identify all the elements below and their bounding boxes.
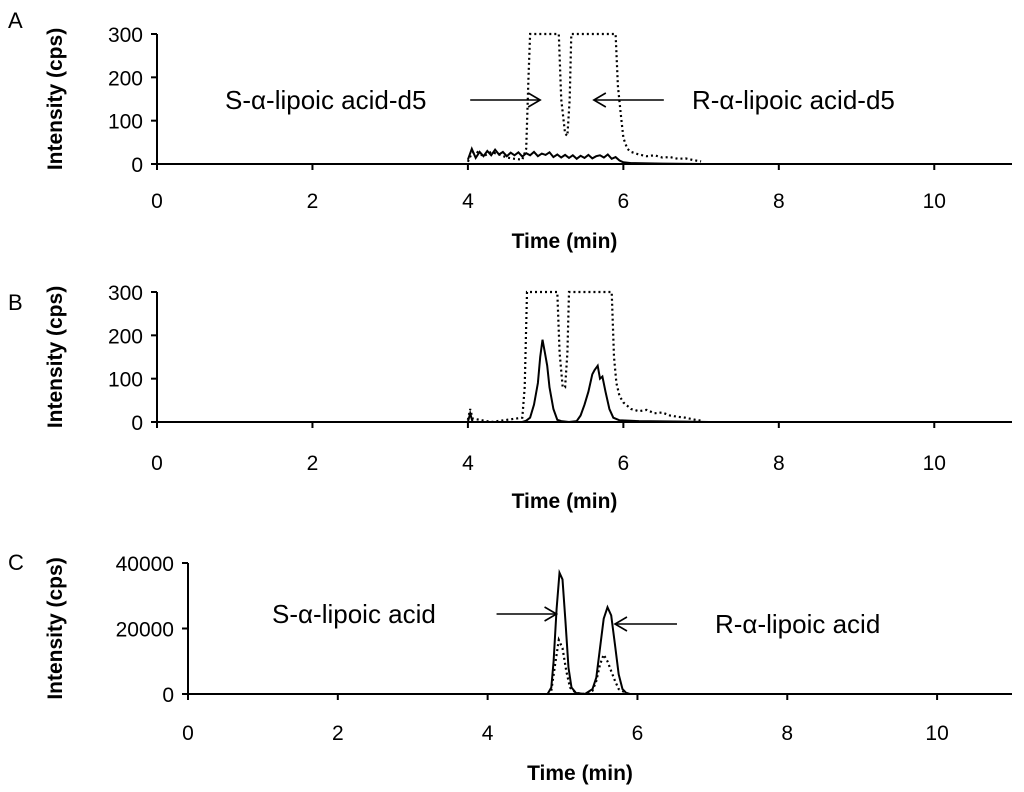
y-tick-label: 200	[108, 325, 143, 348]
arrow-head	[527, 92, 542, 108]
panel-label: B	[8, 290, 23, 315]
y-tick-label: 200	[108, 67, 143, 90]
y-tick-label: 300	[108, 282, 143, 305]
dotted-trace	[466, 32, 702, 163]
y-tick-label: 40000	[116, 553, 174, 576]
x-tick-label: 10	[923, 452, 946, 475]
y-tick-label: 0	[131, 154, 143, 177]
x-tick-label: 2	[307, 452, 319, 475]
y-axis-title: Intensity (cps)	[44, 557, 67, 699]
dotted-trace	[546, 636, 631, 696]
panel-label: A	[8, 8, 23, 33]
x-tick-label: 10	[923, 190, 946, 213]
annotation-label: S-α-lipoic acid	[272, 599, 436, 629]
x-axis-title: Time (min)	[512, 490, 618, 513]
solid-trace	[157, 339, 1012, 424]
x-tick-label: 10	[925, 722, 948, 745]
panel-b: B 0 100 200 300 0 2 4 6 8 10 Time (min) Intensity (c…	[8, 282, 1012, 513]
x-tick-label: 8	[781, 722, 793, 745]
annotation-label: R-α-lipoic acid-d5	[692, 85, 895, 115]
x-tick-label: 8	[773, 190, 785, 213]
panel-label: C	[8, 550, 24, 575]
y-tick-label: 300	[108, 24, 143, 47]
x-tick-label: 4	[462, 452, 474, 475]
annotation-label: S-α-lipoic acid-d5	[225, 85, 426, 115]
y-axis-title: Intensity (cps)	[44, 286, 67, 428]
x-axis-title: Time (min)	[527, 762, 633, 785]
y-tick-label: 100	[108, 111, 143, 134]
x-tick-label: 2	[332, 722, 344, 745]
panel-c: C 0 20000 40000 0 2 4 6 8 10 Time (min) Intensity (…	[8, 550, 1012, 785]
x-tick-label: 6	[618, 452, 630, 475]
x-tick-label: 0	[151, 452, 163, 475]
x-axis-title: Time (min)	[512, 230, 618, 253]
arrow-head	[613, 616, 628, 632]
y-tick-label: 20000	[116, 619, 174, 642]
x-tick-label: 8	[773, 452, 785, 475]
panel-a: A 0 100 200 300 0 2 4 6 8 10 Time (min) Intensity (c…	[8, 8, 1012, 253]
x-tick-label: 2	[307, 190, 319, 213]
y-tick-label: 0	[131, 412, 143, 435]
x-tick-label: 0	[182, 722, 194, 745]
x-tick-label: 0	[151, 190, 163, 213]
x-tick-label: 6	[632, 722, 644, 745]
annotation-label: R-α-lipoic acid	[715, 609, 880, 639]
arrow-head	[544, 606, 559, 622]
y-tick-label: 100	[108, 369, 143, 392]
solid-trace	[466, 146, 702, 165]
y-axis-title: Intensity (cps)	[44, 28, 67, 170]
x-tick-label: 6	[618, 190, 630, 213]
dotted-trace	[466, 290, 702, 424]
x-tick-label: 4	[482, 722, 494, 745]
arrow-head	[592, 92, 607, 108]
y-tick-label: 0	[162, 684, 174, 707]
solid-trace	[188, 568, 1012, 696]
x-tick-label: 4	[462, 190, 474, 213]
